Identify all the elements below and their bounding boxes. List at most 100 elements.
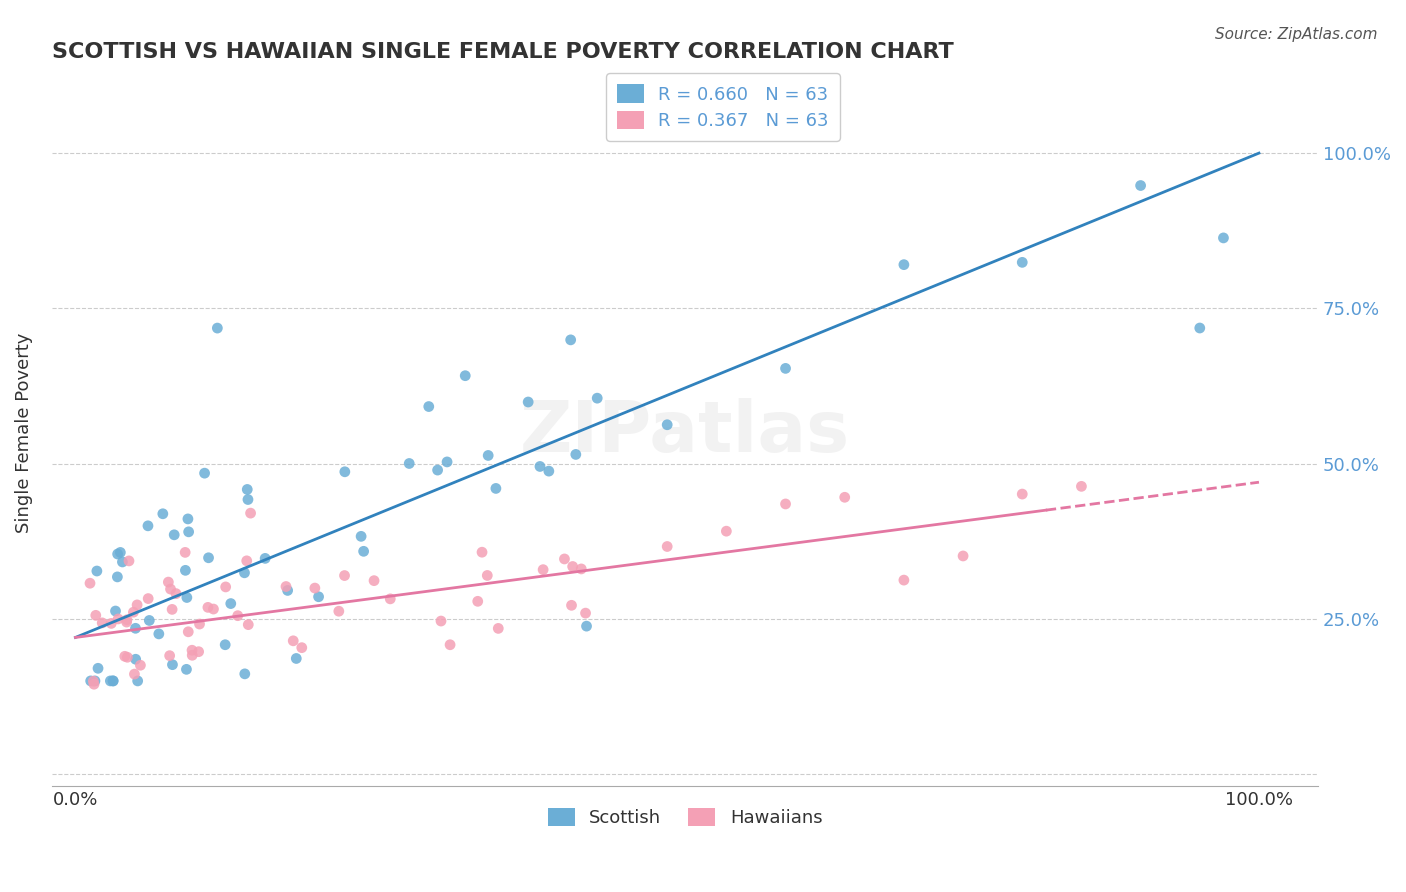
Point — [136, 518, 159, 533]
Point — [775, 497, 797, 511]
Point — [82, 674, 104, 689]
Point — [187, 645, 209, 659]
Point — [486, 621, 509, 635]
Point — [485, 482, 508, 496]
Point — [159, 648, 181, 663]
Point — [177, 512, 200, 526]
Point — [174, 545, 197, 559]
Point — [529, 459, 551, 474]
Point — [274, 580, 297, 594]
Point — [197, 600, 219, 615]
Point — [236, 492, 259, 507]
Point — [471, 545, 494, 559]
Point — [104, 604, 127, 618]
Point — [328, 604, 350, 618]
Point — [235, 554, 257, 568]
Point — [1011, 255, 1033, 269]
Point — [254, 551, 277, 566]
Point — [834, 490, 856, 504]
Point — [79, 673, 101, 688]
Point — [380, 591, 402, 606]
Point — [115, 615, 138, 629]
Point — [477, 568, 499, 582]
Point — [893, 573, 915, 587]
Point — [454, 368, 477, 383]
Point — [952, 549, 974, 563]
Point — [569, 562, 592, 576]
Point — [105, 570, 128, 584]
Point — [226, 608, 249, 623]
Point — [418, 400, 440, 414]
Point — [115, 613, 138, 627]
Point — [181, 643, 204, 657]
Point — [188, 617, 211, 632]
Point — [537, 464, 560, 478]
Point — [214, 580, 236, 594]
Point — [136, 591, 159, 606]
Point — [127, 598, 149, 612]
Point — [127, 673, 149, 688]
Point — [285, 651, 308, 665]
Point — [84, 608, 107, 623]
Point — [467, 594, 489, 608]
Point — [177, 524, 200, 539]
Point — [124, 621, 146, 635]
Point — [333, 465, 356, 479]
Point — [353, 544, 375, 558]
Point — [124, 667, 146, 681]
Point — [439, 638, 461, 652]
Point — [107, 612, 129, 626]
Point — [1011, 487, 1033, 501]
Point — [122, 605, 145, 619]
Point — [162, 657, 184, 672]
Point — [114, 649, 136, 664]
Point — [553, 552, 575, 566]
Point — [129, 658, 152, 673]
Point — [477, 449, 499, 463]
Point — [283, 633, 305, 648]
Point — [101, 673, 124, 688]
Point — [174, 563, 197, 577]
Point — [165, 587, 187, 601]
Point — [657, 417, 679, 432]
Point — [893, 258, 915, 272]
Point — [363, 574, 385, 588]
Point — [238, 617, 260, 632]
Point — [117, 650, 139, 665]
Y-axis label: Single Female Poverty: Single Female Poverty — [15, 333, 32, 533]
Point — [84, 673, 107, 688]
Point — [1070, 479, 1092, 493]
Point — [152, 507, 174, 521]
Point — [101, 673, 124, 688]
Point — [86, 564, 108, 578]
Point — [277, 583, 299, 598]
Point — [110, 545, 132, 559]
Point — [304, 581, 326, 595]
Point — [91, 615, 114, 630]
Point — [1129, 178, 1152, 193]
Point — [157, 575, 180, 590]
Point — [565, 447, 588, 461]
Point — [124, 652, 146, 666]
Point — [194, 466, 217, 480]
Point — [98, 673, 121, 688]
Point — [291, 640, 314, 655]
Point — [233, 666, 256, 681]
Point — [333, 568, 356, 582]
Point — [79, 576, 101, 591]
Text: SCOTTISH VS HAWAIIAN SINGLE FEMALE POVERTY CORRELATION CHART: SCOTTISH VS HAWAIIAN SINGLE FEMALE POVER… — [52, 42, 953, 62]
Point — [87, 661, 110, 675]
Legend: Scottish, Hawaiians: Scottish, Hawaiians — [540, 800, 830, 834]
Point — [181, 648, 204, 663]
Point — [160, 602, 183, 616]
Point — [219, 597, 242, 611]
Point — [197, 550, 219, 565]
Point — [430, 614, 453, 628]
Point — [159, 582, 181, 596]
Text: ZIPatlas: ZIPatlas — [520, 398, 851, 467]
Point — [236, 483, 259, 497]
Point — [517, 395, 540, 409]
Point — [575, 619, 598, 633]
Point — [1212, 231, 1234, 245]
Point — [207, 321, 229, 335]
